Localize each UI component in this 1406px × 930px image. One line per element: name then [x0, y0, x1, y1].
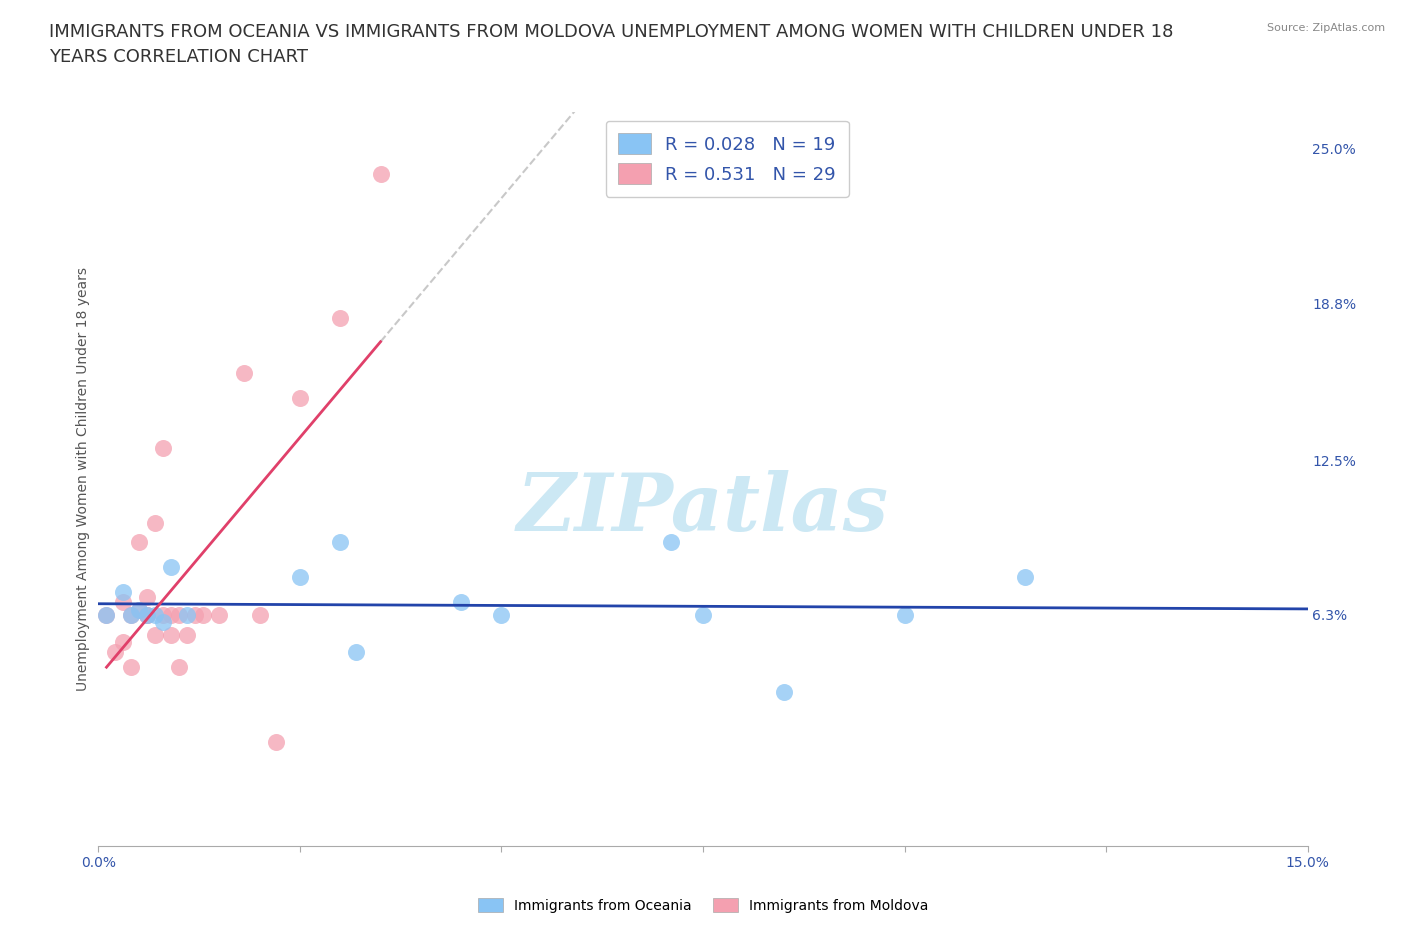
Text: Source: ZipAtlas.com: Source: ZipAtlas.com [1267, 23, 1385, 33]
Point [143, 627, 166, 642]
Point [176, 627, 198, 642]
Point [659, 535, 682, 550]
Point [135, 607, 157, 622]
Point [450, 595, 472, 610]
Point [120, 607, 142, 622]
Point [152, 615, 174, 630]
Point [120, 659, 142, 674]
Point [184, 607, 207, 622]
Point [143, 515, 166, 530]
Point [103, 644, 125, 659]
Text: IMMIGRANTS FROM OCEANIA VS IMMIGRANTS FROM MOLDOVA UNEMPLOYMENT AMONG WOMEN WITH: IMMIGRANTS FROM OCEANIA VS IMMIGRANTS FR… [49, 23, 1174, 66]
Point [491, 607, 513, 622]
Point [160, 627, 183, 642]
Point [288, 570, 311, 585]
Point [160, 560, 183, 575]
Point [135, 607, 157, 622]
Point [160, 607, 183, 622]
Point [1014, 570, 1036, 585]
Point [111, 595, 134, 610]
Point [344, 644, 367, 659]
Y-axis label: Unemployment Among Women with Children Under 18 years: Unemployment Among Women with Children U… [76, 267, 90, 691]
Point [893, 607, 915, 622]
Point [111, 634, 134, 649]
Point [143, 607, 166, 622]
Point [772, 684, 794, 699]
Point [167, 607, 190, 622]
Point [692, 607, 714, 622]
Point [176, 607, 198, 622]
Point [370, 166, 392, 181]
Point [152, 441, 174, 456]
Point [329, 311, 352, 325]
Point [329, 535, 352, 550]
Point [96, 607, 118, 622]
Point [120, 607, 142, 622]
Legend: Immigrants from Oceania, Immigrants from Moldova: Immigrants from Oceania, Immigrants from… [472, 893, 934, 919]
Point [135, 607, 157, 622]
Point [249, 607, 271, 622]
Point [288, 391, 311, 405]
Point [152, 607, 174, 622]
Point [111, 585, 134, 600]
Point [264, 735, 287, 750]
Text: ZIPatlas: ZIPatlas [517, 470, 889, 547]
Point [193, 607, 215, 622]
Legend: R = 0.028   N = 19, R = 0.531   N = 29: R = 0.028 N = 19, R = 0.531 N = 29 [606, 121, 849, 196]
Point [167, 659, 190, 674]
Point [232, 365, 254, 380]
Point [128, 535, 150, 550]
Point [96, 607, 118, 622]
Point [128, 603, 150, 618]
Point [208, 607, 231, 622]
Point [135, 590, 157, 604]
Point [128, 603, 150, 618]
